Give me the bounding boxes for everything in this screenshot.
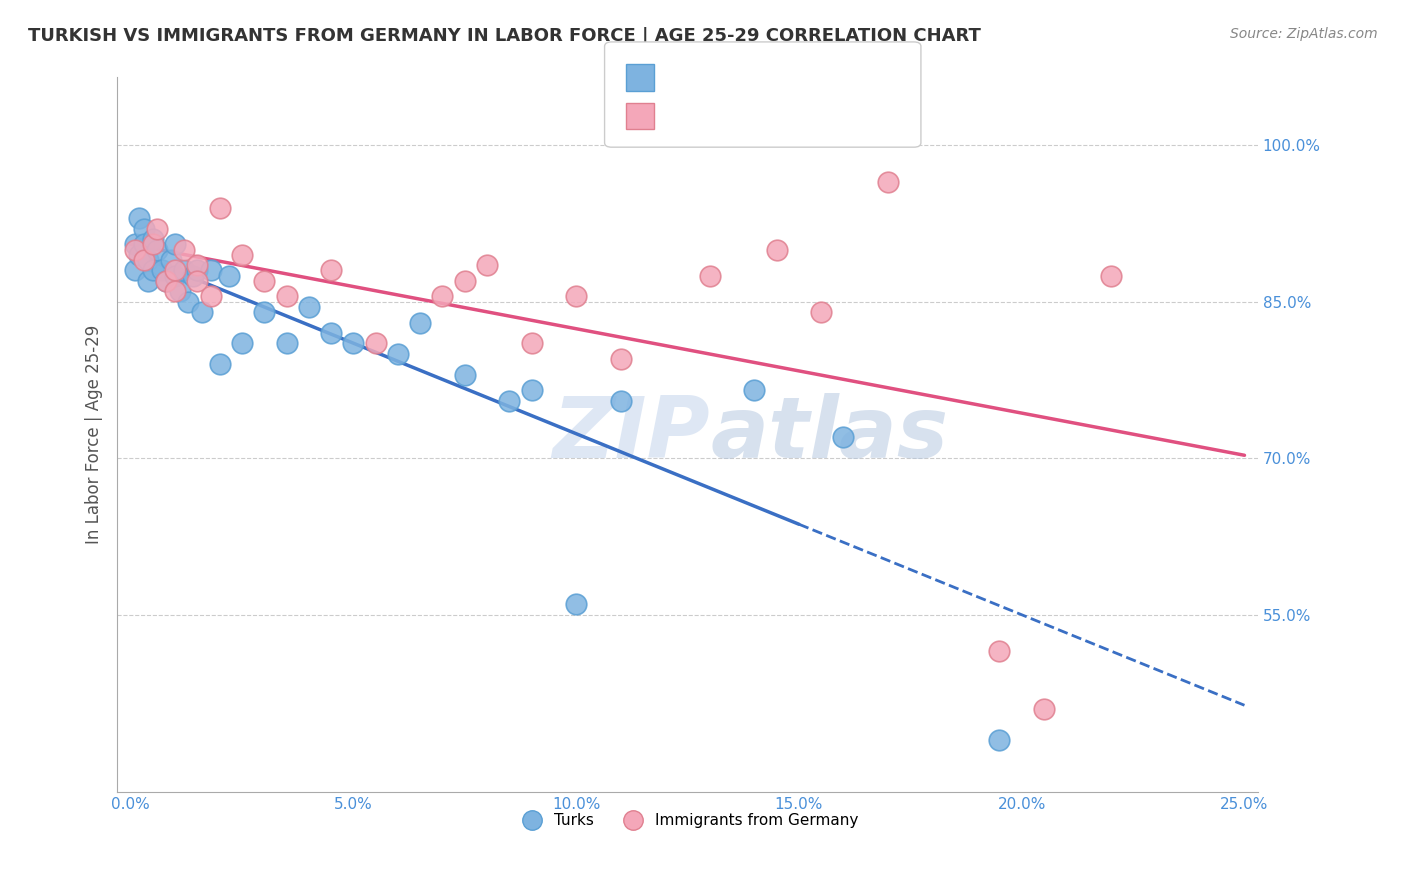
Text: TURKISH VS IMMIGRANTS FROM GERMANY IN LABOR FORCE | AGE 25-29 CORRELATION CHART: TURKISH VS IMMIGRANTS FROM GERMANY IN LA… [28,27,981,45]
Point [146,221,169,235]
Text: 30: 30 [792,107,814,125]
Text: -0.234: -0.234 [696,69,755,87]
Text: R =: R = [665,69,702,87]
Point [231,336,253,351]
Text: 0.023: 0.023 [696,107,748,125]
Text: N =: N = [761,107,797,125]
Point [132,252,155,267]
Point [218,268,240,283]
Point [475,258,498,272]
Point [565,597,588,611]
Point [200,289,222,303]
Point [520,384,543,398]
Point [1033,701,1056,715]
Point [173,243,195,257]
Point [988,644,1011,658]
Point [169,285,191,299]
Point [342,336,364,351]
Point [132,237,155,252]
Y-axis label: In Labor Force | Age 25-29: In Labor Force | Age 25-29 [86,325,103,544]
Point [454,368,477,382]
Point [877,175,900,189]
Point [208,357,231,371]
Point [142,232,165,246]
Point [142,237,165,252]
Point [124,243,146,257]
Point [832,430,855,444]
Point [765,243,787,257]
Point [177,294,200,309]
Point [186,263,208,277]
Point [565,289,588,303]
Point [387,347,409,361]
Point [454,274,477,288]
Point [181,268,204,283]
Point [744,384,766,398]
Point [319,326,342,340]
Point [124,237,146,252]
Point [253,305,276,319]
Point [138,252,160,267]
Point [150,263,173,277]
Point [128,248,150,262]
Point [208,201,231,215]
Point [231,248,253,262]
Point [186,274,208,288]
Point [810,305,832,319]
Point [186,258,208,272]
Point [138,274,160,288]
Point [520,336,543,351]
Text: Source: ZipAtlas.com: Source: ZipAtlas.com [1230,27,1378,41]
Point [699,268,721,283]
Point [124,263,146,277]
Point [498,393,520,408]
Point [409,316,432,330]
Point [155,274,177,288]
Point [128,211,150,226]
Point [609,352,631,367]
Point [319,263,342,277]
Point [253,274,276,288]
Point [142,263,165,277]
Text: N =: N = [761,69,797,87]
Point [146,243,169,257]
Point [165,268,187,283]
Point [988,732,1011,747]
Point [609,393,631,408]
Legend: Turks, Immigrants from Germany: Turks, Immigrants from Germany [510,807,865,834]
Point [165,285,187,299]
Point [364,336,387,351]
Point [276,336,298,351]
Point [200,263,222,277]
Point [165,263,187,277]
Point [276,289,298,303]
Point [173,263,195,277]
Point [1099,268,1122,283]
Point [432,289,454,303]
Text: 41: 41 [792,69,814,87]
Text: atlas: atlas [710,393,949,476]
Point [191,305,214,319]
Point [155,274,177,288]
Text: R =: R = [665,107,702,125]
Point [132,221,155,235]
Point [165,237,187,252]
Text: ZIP: ZIP [553,393,710,476]
Point [159,252,181,267]
Point [298,300,321,314]
